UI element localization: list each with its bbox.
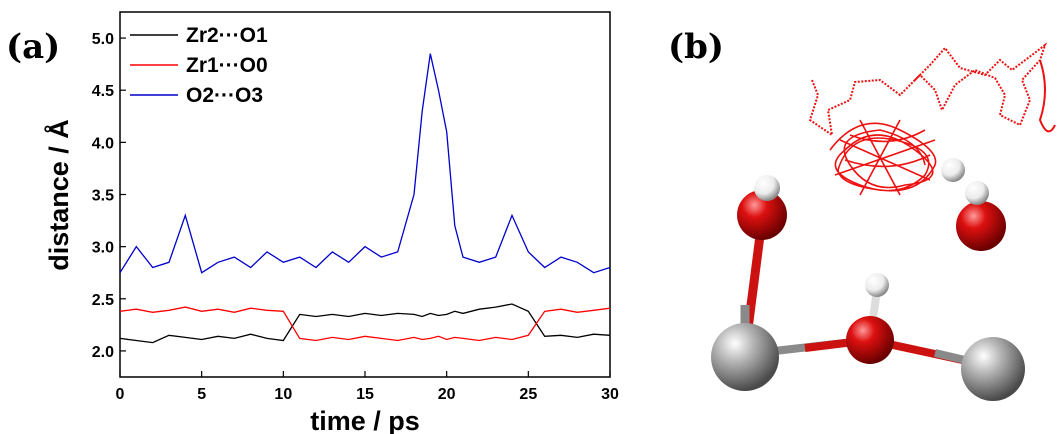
series-layer: [119, 53, 611, 344]
y-tick-label: 4.0: [92, 135, 114, 152]
y-tick-label: 2.5: [92, 292, 114, 309]
y-tick-label: 4.5: [92, 83, 114, 100]
legend-label-3: O2···O3: [186, 84, 263, 107]
series-line-2: [119, 306, 611, 342]
legend-label-2: Zr1···O0: [186, 54, 268, 77]
x-tick-label: 30: [601, 386, 619, 403]
oxygen-atom-left: [737, 190, 787, 240]
oxygen-atom-center: [846, 316, 894, 364]
oxygen-trajectory-cluster: [829, 119, 937, 196]
y-tick-label: 3.0: [92, 240, 114, 257]
molecular-structure: [711, 42, 1056, 401]
zirconium-atom-left: [711, 323, 779, 391]
line-chart: 0 5 10 15 20 25 30 2.0 2.5 3.0 3.5 4.0 4.5 5.0 Zr2··…: [43, 11, 619, 434]
legend: Zr2···O1 Zr1···O0 O2···O3: [130, 24, 268, 107]
x-tick-label: 25: [519, 386, 537, 403]
legend-label-1: Zr2···O1: [186, 24, 268, 47]
x-tick-label: 5: [197, 386, 206, 403]
series-line-1: [119, 303, 611, 344]
x-tick-label: 0: [116, 386, 125, 403]
hydrogen-atom: [965, 181, 989, 205]
oxygen-trajectory-tail: [1038, 59, 1056, 133]
zirconium-atom-right: [961, 337, 1025, 401]
y-tick-label: 5.0: [92, 31, 114, 48]
panel-label-b: (b): [668, 27, 724, 67]
series-line-3: [119, 53, 611, 274]
y-tick-label: 3.5: [92, 188, 114, 205]
oxygen-atom-right: [956, 201, 1006, 251]
panel-label-a: (a): [6, 27, 60, 67]
hydrogen-atom: [865, 273, 889, 297]
x-tick-label: 10: [274, 386, 292, 403]
y-axis-ticks: 2.0 2.5 3.0 3.5 4.0 4.5 5.0: [92, 31, 126, 361]
x-axis-ticks: 0 5 10 15 20 25 30: [116, 371, 619, 403]
x-axis-title: time / ps: [310, 406, 420, 434]
hydrogen-atom: [754, 175, 780, 201]
x-tick-label: 15: [356, 386, 374, 403]
y-tick-label: 2.0: [92, 344, 114, 361]
x-tick-label: 20: [438, 386, 456, 403]
hydrogen-atom: [941, 158, 965, 182]
oxygen-trajectory: [808, 42, 1047, 138]
y-axis-title: distance / Å: [43, 119, 74, 271]
